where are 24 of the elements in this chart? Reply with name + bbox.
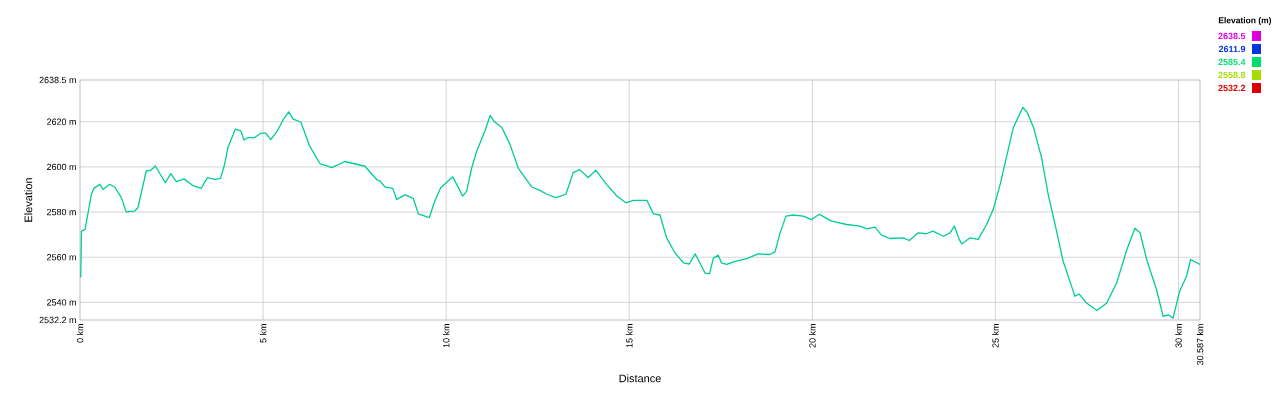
x-tick-label: 30 km [1175, 324, 1182, 348]
color-bar-title: Elevation (m) [1218, 17, 1272, 25]
x-tick-label: 25 km [992, 324, 999, 348]
x-tick-label: 5 km [259, 324, 267, 343]
y-tick-label: 2560 m [47, 254, 76, 261]
color-bar-label: 2558.8 [1218, 71, 1246, 79]
x-tick-label: 10 km [442, 324, 450, 348]
x-tick-label: 0 km [76, 324, 84, 343]
y-tick-label: 2600 m [47, 163, 76, 171]
y-tick-label: 2580 m [47, 208, 76, 216]
x-tick-label: 15 km [625, 324, 633, 348]
x-tick-label: 20 km [809, 324, 816, 348]
line-series [80, 106, 1201, 319]
color-bar-label: 2532.2 [1218, 84, 1246, 92]
color-bar-label: 2585.4 [1218, 58, 1246, 66]
color-bar-label: 2611.9 [1218, 45, 1246, 53]
x-axis-title: Distance [619, 374, 661, 383]
y-tick-label: 2540 m [47, 299, 76, 306]
color-bar-label: 2638.5 [1218, 32, 1246, 40]
y-tick-label: 2620 m [47, 118, 76, 125]
y-tick-label: 2638.5 m [39, 76, 76, 84]
y-axis-title: Elevation [24, 178, 33, 222]
y-tick-label: 2532.2 m [39, 316, 76, 324]
x-tick-label: 30.587 km [1196, 324, 1204, 366]
